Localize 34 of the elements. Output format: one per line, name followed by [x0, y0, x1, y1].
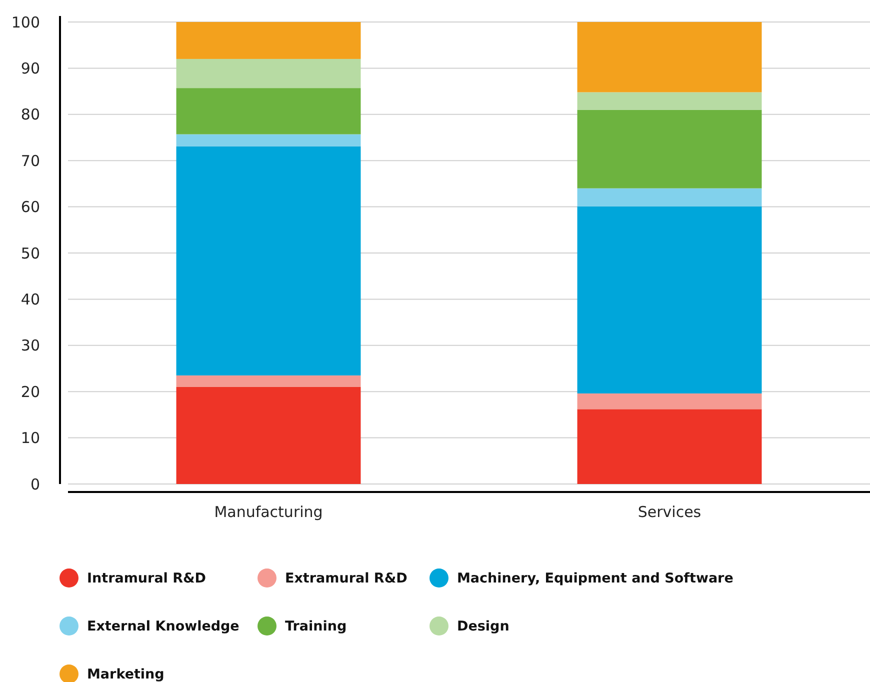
bar [176, 146, 361, 376]
y-tick-label: 100 [11, 13, 40, 32]
y-tick-label: 80 [20, 106, 40, 124]
y-tick-label: 20 [20, 382, 40, 401]
y-tick-label: 70 [20, 152, 40, 170]
bar [577, 409, 762, 484]
x-tick-label: Services [638, 503, 702, 521]
y-tick-label: 10 [20, 429, 40, 448]
bar [176, 386, 361, 484]
bar [577, 393, 762, 410]
y-tick-label: 0 [30, 475, 40, 494]
legend-label: Extramural R&D [285, 570, 408, 587]
y-tick-label: 60 [20, 198, 40, 216]
y-tick-label: 50 [20, 244, 40, 262]
y-tick-label: 30 [20, 336, 40, 355]
bar [176, 134, 361, 146]
bar [176, 58, 361, 88]
bar [577, 188, 762, 206]
bar [176, 22, 361, 59]
legend-label: Intramural R&D [87, 570, 206, 587]
legend-label: Training [285, 618, 347, 635]
legend-label: External Knowledge [87, 618, 240, 635]
x-tick-label: Manufacturing [214, 503, 323, 521]
bar [577, 92, 762, 110]
y-tick-label: 90 [20, 59, 40, 78]
legend-label: Marketing [87, 666, 164, 682]
bar [577, 22, 762, 92]
legend-label: Design [457, 618, 510, 635]
bar [176, 88, 361, 134]
bar [577, 206, 762, 394]
bar [577, 110, 762, 188]
bar [176, 375, 361, 387]
legend-label: Machinery, Equipment and Software [457, 570, 734, 587]
y-tick-label: 40 [20, 290, 40, 308]
